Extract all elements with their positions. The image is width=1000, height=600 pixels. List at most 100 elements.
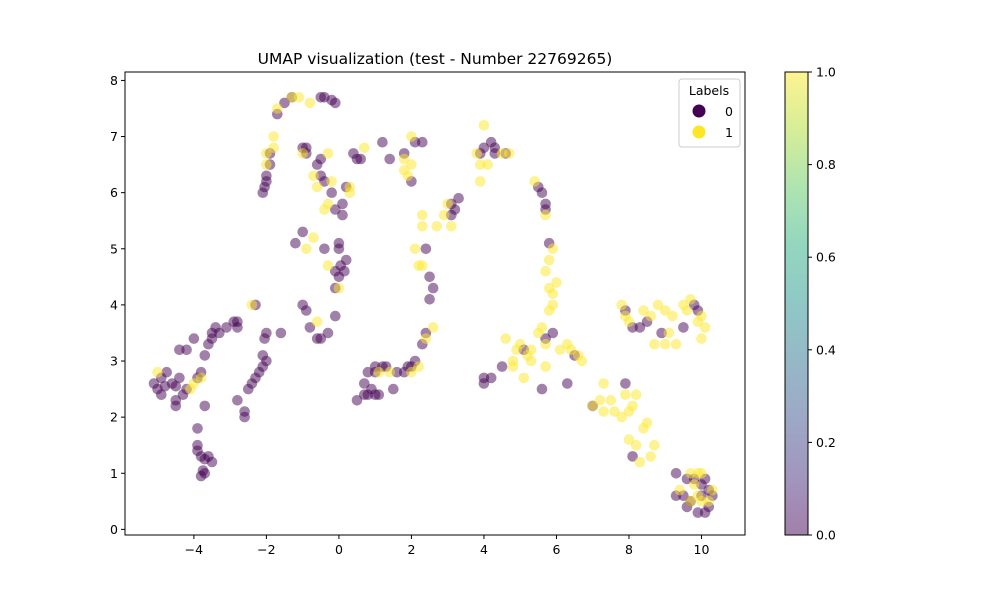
point-label-1 bbox=[482, 159, 493, 170]
point-label-0 bbox=[319, 243, 330, 255]
point-label-0 bbox=[536, 383, 548, 395]
point-label-1 bbox=[645, 310, 656, 322]
point-label-0 bbox=[301, 305, 312, 316]
point-label-0 bbox=[634, 322, 646, 333]
y-tick-label: 0 bbox=[110, 522, 118, 537]
point-label-0 bbox=[355, 153, 367, 165]
point-label-0 bbox=[279, 97, 290, 109]
point-label-1 bbox=[620, 389, 631, 401]
point-label-0 bbox=[359, 389, 370, 401]
point-label-1 bbox=[623, 316, 635, 328]
point-label-0 bbox=[261, 170, 272, 182]
point-label-1 bbox=[475, 176, 486, 187]
point-label-1 bbox=[478, 120, 490, 131]
colorbar-tick-label: 1.0 bbox=[816, 65, 836, 80]
point-label-1 bbox=[630, 389, 642, 401]
point-label-0 bbox=[417, 136, 428, 148]
y-tick-label: 1 bbox=[110, 466, 118, 481]
point-label-1 bbox=[551, 277, 562, 288]
point-label-0 bbox=[384, 153, 396, 165]
colorbar-tick-label: 0.8 bbox=[816, 157, 836, 172]
point-label-1 bbox=[373, 366, 385, 378]
point-label-1 bbox=[471, 148, 483, 159]
x-tick-label: 8 bbox=[625, 542, 633, 557]
point-label-1 bbox=[311, 181, 323, 193]
point-label-1 bbox=[268, 142, 280, 154]
x-tick-label: 4 bbox=[480, 542, 488, 557]
point-label-1 bbox=[406, 159, 417, 170]
point-label-1 bbox=[525, 344, 537, 356]
colorbar-frame bbox=[784, 71, 809, 536]
point-label-1 bbox=[322, 198, 334, 210]
point-label-0 bbox=[453, 193, 464, 204]
point-label-0 bbox=[290, 237, 301, 249]
point-label-1 bbox=[540, 209, 551, 221]
point-label-0 bbox=[478, 142, 490, 154]
point-label-0 bbox=[339, 265, 350, 277]
point-label-1 bbox=[536, 322, 548, 333]
point-label-1 bbox=[398, 153, 410, 165]
x-tick-label: −4 bbox=[185, 542, 203, 557]
point-label-1 bbox=[547, 243, 559, 255]
point-label-0 bbox=[678, 322, 689, 333]
colorbar-tick-label: 0.0 bbox=[816, 528, 836, 543]
point-label-1 bbox=[344, 181, 356, 193]
point-label-0 bbox=[297, 226, 309, 238]
point-label-1 bbox=[540, 338, 551, 350]
point-label-0 bbox=[424, 294, 435, 305]
x-axis: −4 −2 0 2 4 6 8 10 bbox=[185, 535, 709, 557]
point-label-0 bbox=[337, 209, 348, 221]
point-label-0 bbox=[206, 456, 218, 468]
point-label-0 bbox=[692, 507, 704, 518]
point-label-0 bbox=[388, 383, 399, 395]
point-label-1 bbox=[685, 294, 696, 305]
point-label-0 bbox=[547, 327, 559, 339]
point-label-0 bbox=[221, 322, 232, 333]
y-axis: 0 1 2 3 4 5 6 7 8 bbox=[110, 73, 125, 537]
point-label-1 bbox=[297, 148, 309, 159]
point-label-1 bbox=[540, 265, 551, 277]
point-label-1 bbox=[475, 159, 486, 170]
point-label-1 bbox=[703, 496, 714, 507]
point-label-1 bbox=[543, 254, 555, 266]
point-label-0 bbox=[261, 355, 272, 367]
point-label-0 bbox=[478, 378, 490, 389]
point-label-0 bbox=[562, 378, 573, 389]
point-label-1 bbox=[630, 439, 642, 451]
colorbar-tick-label: 0.6 bbox=[816, 250, 836, 265]
point-label-1 bbox=[322, 260, 334, 271]
point-label-1 bbox=[431, 221, 443, 232]
point-label-0 bbox=[330, 310, 341, 322]
point-label-0 bbox=[181, 344, 192, 356]
point-label-0 bbox=[174, 372, 185, 384]
point-label-0 bbox=[188, 333, 200, 344]
point-label-1 bbox=[685, 496, 696, 507]
point-label-0 bbox=[627, 451, 638, 462]
point-label-0 bbox=[170, 381, 182, 392]
point-label-1 bbox=[406, 131, 417, 142]
point-label-1 bbox=[659, 338, 671, 350]
point-label-1 bbox=[641, 417, 653, 429]
point-label-0 bbox=[199, 350, 211, 361]
point-label-1 bbox=[685, 468, 696, 479]
legend: Labels 0 1 bbox=[678, 78, 741, 148]
point-label-1 bbox=[261, 159, 272, 170]
colorbar-tick-label: 0.4 bbox=[816, 342, 836, 357]
point-label-1 bbox=[670, 338, 682, 350]
point-label-1 bbox=[413, 361, 425, 372]
point-label-0 bbox=[333, 237, 345, 249]
point-label-1 bbox=[359, 142, 370, 154]
point-label-1 bbox=[707, 484, 718, 496]
point-label-0 bbox=[485, 372, 497, 384]
point-label-0 bbox=[304, 322, 316, 333]
point-label-1 bbox=[598, 378, 609, 389]
point-label-1 bbox=[667, 310, 678, 322]
point-label-1 bbox=[692, 468, 704, 479]
point-label-0 bbox=[330, 97, 341, 109]
colorbar-ticks: 0.0 0.2 0.4 0.6 0.8 1.0 bbox=[808, 65, 836, 543]
legend-marker-0 bbox=[692, 104, 706, 118]
point-label-1 bbox=[417, 221, 428, 232]
point-label-1 bbox=[649, 439, 660, 451]
x-tick-label: 2 bbox=[407, 542, 415, 557]
point-label-1 bbox=[547, 288, 559, 300]
